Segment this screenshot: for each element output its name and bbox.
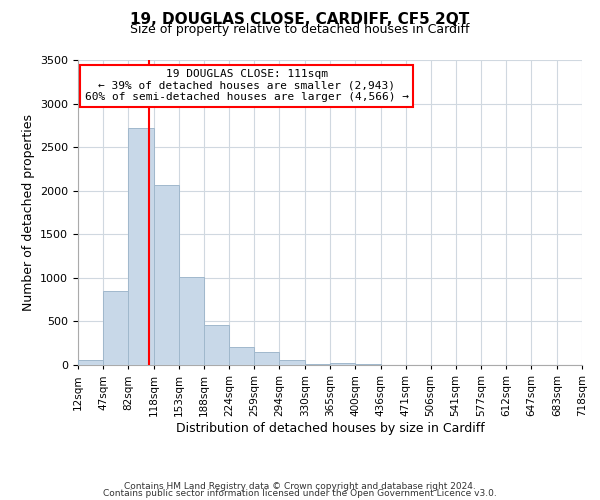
Bar — [154, 186, 179, 365]
Text: 19 DOUGLAS CLOSE: 111sqm
← 39% of detached houses are smaller (2,943)
60% of sem: 19 DOUGLAS CLOSE: 111sqm ← 39% of detach… — [85, 69, 409, 102]
Bar — [128, 128, 154, 365]
Text: Size of property relative to detached houses in Cardiff: Size of property relative to detached ho… — [130, 22, 470, 36]
Text: Contains HM Land Registry data © Crown copyright and database right 2024.: Contains HM Land Registry data © Crown c… — [124, 482, 476, 491]
Bar — [280, 360, 305, 365]
Bar — [254, 352, 280, 365]
Bar — [229, 347, 254, 365]
Text: Contains public sector information licensed under the Open Government Licence v3: Contains public sector information licen… — [103, 489, 497, 498]
Text: 19, DOUGLAS CLOSE, CARDIFF, CF5 2QT: 19, DOUGLAS CLOSE, CARDIFF, CF5 2QT — [130, 12, 470, 28]
Bar — [330, 363, 355, 365]
Bar — [203, 325, 229, 365]
X-axis label: Distribution of detached houses by size in Cardiff: Distribution of detached houses by size … — [176, 422, 484, 434]
Bar — [179, 277, 203, 365]
Bar — [103, 291, 128, 365]
Y-axis label: Number of detached properties: Number of detached properties — [22, 114, 35, 311]
Bar — [355, 364, 380, 365]
Bar — [78, 360, 103, 365]
Bar — [305, 364, 330, 365]
